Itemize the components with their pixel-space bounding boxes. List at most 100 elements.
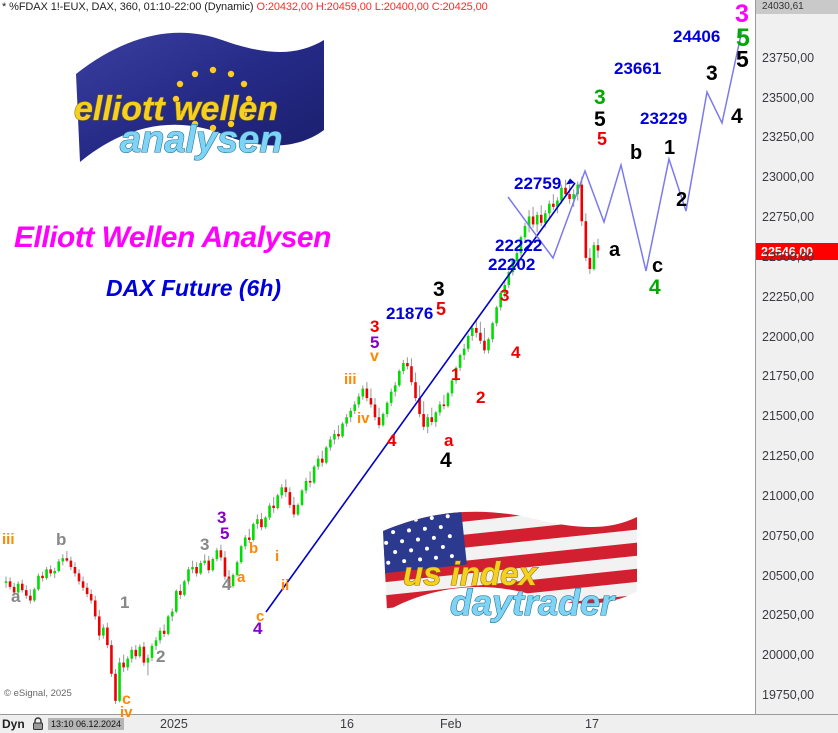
last-price-value: 22546,00 [761,244,814,259]
candle-up [487,339,490,351]
candle-down [479,332,482,341]
wave-label: 5 [436,299,447,319]
wave-label: c [122,691,131,708]
price-target-label: 23229 [640,109,688,128]
candle-up [329,439,332,448]
time-axis-tick: 2025 [160,717,188,731]
wave-label: 5 [594,108,606,131]
trendline [265,182,576,613]
candle-up [333,433,336,440]
candle-up [499,292,502,308]
symbol-info: * %FDAX 1!-EUX, DAX, 360, 01:10-22:00 (D… [2,1,254,13]
candle-down [588,257,592,270]
wave-label: b [249,540,259,557]
candle-up [535,214,539,225]
price-axis-tick: 20500,00 [762,568,815,583]
candle-up [138,646,142,657]
wave-label: i [275,548,280,565]
price-axis-tick: 23750,00 [762,50,815,65]
price-axis-tick: 22500,00 [762,249,815,264]
candle-up [203,560,206,564]
page-title: Elliott Wellen Analysen [14,221,331,254]
candle-up [126,658,129,668]
candle-up [523,226,527,238]
candle-down [24,590,28,596]
candle-up [304,480,308,491]
candle-down [260,519,263,528]
candle-down [49,569,52,574]
price-axis-tick: 23000,00 [762,170,815,185]
candle-down [475,327,478,333]
candle-up [491,323,494,340]
candle-up [357,396,361,405]
candle-up [398,371,401,386]
candle-up [381,414,385,426]
wave-label: 5 [597,129,608,149]
candle-up [102,627,105,636]
candle-down [247,537,251,540]
candle-up [16,583,20,593]
candle-up [264,517,267,528]
candle-up [325,447,328,463]
candle-up [158,630,162,641]
candle-down [207,560,211,571]
candle-down [308,480,312,483]
candle-up [276,495,279,509]
candle-down [320,458,324,463]
wave-label: 3 [706,62,718,85]
price-plot-area[interactable] [0,14,755,712]
wave-label: 4 [511,343,521,362]
candle-up [312,466,316,483]
candle-up [345,417,348,424]
dyn-label: Dyn [2,717,25,731]
candle-up [466,335,470,349]
candle-up [183,581,186,595]
candle-down [85,587,89,595]
candle-down [377,417,381,426]
candle-up [393,385,397,392]
wave-label: 3 [735,0,749,28]
candle-up [4,581,8,583]
wave-label: 2 [156,647,166,666]
wave-label: a [237,569,246,586]
wave-label: a [609,239,621,261]
time-axis[interactable]: Dyn 13:10 06.12.2024 2025 16 Feb 17 [0,714,838,733]
candle-up [231,574,235,587]
price-target-label: 21876 [386,304,434,323]
candle-up [438,404,442,413]
candle-down [369,398,373,405]
wave-label: 4 [649,276,661,299]
candle-down [142,646,146,663]
candle-up [548,203,551,214]
candle-up [191,567,194,570]
lock-icon[interactable] [32,717,44,730]
candle-up [470,327,474,336]
wave-label: 3 [500,286,510,305]
candle-up [353,404,357,411]
wave-label: 5 [370,333,380,352]
candle-up [527,216,531,227]
wave-label: a [444,431,454,450]
candle-down [365,388,369,399]
candle-up [454,367,458,381]
candle-up [61,558,65,562]
candle-down [162,630,166,634]
candle-up [495,307,498,324]
page-subtitle: DAX Future (6h) [106,275,282,301]
candle-up [211,559,215,571]
candle-up [280,487,284,496]
price-axis[interactable]: 24030,61 22546,00 23750,00 23500,00 23250,… [755,0,838,714]
time-axis-tick: Feb [440,717,462,731]
last-price-badge: 22546,00 [756,242,838,260]
candle-down [414,382,417,399]
candle-up [215,550,219,560]
candle-down [418,398,421,415]
candle-up [543,213,547,223]
eu-flag-shape [76,32,324,162]
candle-down [81,581,85,588]
candle-up [515,253,519,262]
candle-up [511,261,515,273]
wave-label: 4 [387,431,397,450]
candle-up [385,402,389,415]
candle-up [560,187,563,201]
